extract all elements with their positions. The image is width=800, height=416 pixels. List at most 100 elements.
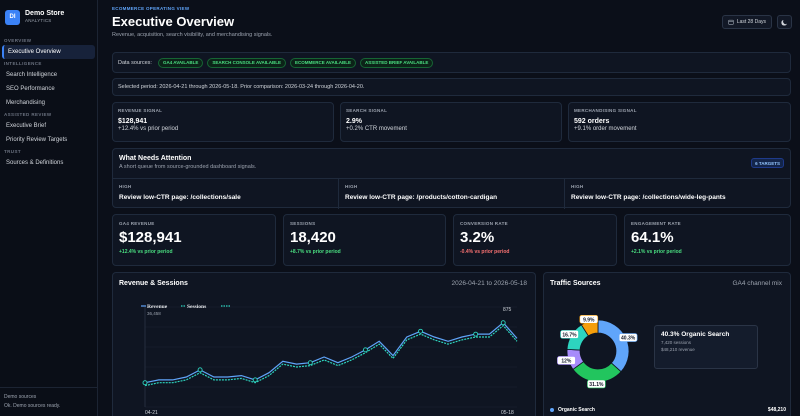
- brand-logo: DI: [5, 9, 20, 25]
- donut-slice[interactable]: [572, 361, 622, 383]
- source-pill-search-console: SEARCH CONSOLE AVAILABLE: [207, 57, 287, 68]
- signal-label: REVENUE SIGNAL: [118, 108, 163, 113]
- kpi-card-conversion: CONVERSION RATE 3.2% -0.4% vs prior peri…: [453, 214, 617, 266]
- legend-value: $48,210: [767, 407, 786, 413]
- signal-label: SEARCH SIGNAL: [346, 108, 388, 113]
- nav-section-assisted-review: ASSISTED REVIEW: [4, 112, 52, 117]
- priority-label: HIGH: [119, 184, 132, 189]
- kpi-value: 18,420: [290, 229, 336, 246]
- svg-text:31.1%: 31.1%: [589, 382, 604, 388]
- signal-delta: +0.2% CTR movement: [346, 126, 407, 132]
- chart-title: Revenue & Sessions: [119, 280, 188, 287]
- series-line-sessions: [144, 324, 518, 387]
- traffic-donut-chart: 40.3% 31.1% 12% 16.7% 9.9%: [557, 315, 638, 389]
- data-point: [197, 367, 203, 373]
- annotation-label: 36,458: [147, 311, 161, 316]
- slice-label: 9.9%: [579, 315, 599, 324]
- slice-label: 31.1%: [587, 379, 606, 389]
- sidebar-item-executive-brief[interactable]: Executive Brief: [6, 123, 47, 129]
- kpi-label: GA4 REVENUE: [119, 221, 155, 226]
- donut-slice[interactable]: [597, 319, 630, 373]
- legend-swatch: [550, 408, 554, 412]
- svg-text:40.3%: 40.3%: [621, 336, 636, 342]
- priority-label: HIGH: [345, 184, 358, 189]
- signal-delta: +9.1% order movement: [574, 126, 637, 132]
- signal-value: 592 orders: [574, 118, 610, 125]
- priority-label: HIGH: [571, 184, 584, 189]
- x-tick-label: 05-18: [501, 410, 514, 416]
- attention-item[interactable]: HIGH Review low-CTR page: /collections/w…: [565, 179, 790, 209]
- kpi-value: $128,941: [119, 229, 182, 246]
- x-tick-label: 04-21: [145, 410, 158, 416]
- footer-line-2: Ok. Demo sources ready.: [4, 403, 61, 409]
- brand[interactable]: DI Demo Store ANALYTICS: [0, 0, 97, 32]
- kpi-label: CONVERSION RATE: [460, 221, 508, 226]
- nav-section-overview: OVERVIEW: [4, 38, 32, 43]
- svg-text:16.7%: 16.7%: [562, 332, 577, 338]
- page-title: Executive Overview: [112, 14, 235, 29]
- data-point: [473, 331, 479, 337]
- sidebar-item-priority-review[interactable]: Priority Review Targets: [6, 137, 68, 143]
- attention-item[interactable]: HIGH Review low-CTR page: /products/cott…: [339, 179, 565, 209]
- kpi-value: 64.1%: [631, 229, 674, 246]
- page-header: ECOMMERCE OPERATING VIEW Executive Overv…: [112, 6, 792, 40]
- traffic-legend-row[interactable]: Organic Search $48,210: [550, 407, 786, 413]
- revenue-signal-card: REVENUE SIGNAL $128,941 +12.4% vs prior …: [112, 102, 334, 142]
- kpi-card-sessions: SESSIONS 18,420 +8.7% vs prior period: [283, 214, 446, 266]
- kpi-label: ENGAGEMENT RATE: [631, 221, 681, 226]
- date-range-label: Last 28 Days: [736, 19, 766, 25]
- calendar-icon: [728, 19, 734, 25]
- sidebar-item-seo-performance[interactable]: SEO Performance: [6, 86, 55, 92]
- revenue-sessions-card: Revenue & Sessions 2026-04-21 to 2026-05…: [112, 272, 536, 416]
- nav-section-intelligence: INTELLIGENCE: [4, 61, 42, 66]
- sidebar-item-executive-overview[interactable]: Executive Overview: [2, 45, 95, 59]
- footer-line-1: Demo sources: [4, 394, 37, 400]
- source-pill-assisted-brief: ASSISTED BRIEF AVAILABLE: [359, 57, 434, 68]
- attention-subtitle: A short queue from source-grounded dashb…: [119, 164, 257, 170]
- sidebar-footer: Demo sources Ok. Demo sources ready.: [0, 387, 98, 416]
- source-pill-ga4: GA4 AVAILABLE: [157, 57, 204, 68]
- search-signal-card: SEARCH SIGNAL 2.9% +0.2% CTR movement: [340, 102, 562, 142]
- svg-text:9.9%: 9.9%: [583, 317, 595, 323]
- selected-period: Selected period: 2026-04-21 through 2026…: [112, 78, 791, 96]
- data-sources-label: Data sources:: [118, 59, 152, 66]
- svg-text:12%: 12%: [561, 358, 572, 364]
- signal-label: MERCHANDISING SIGNAL: [574, 108, 637, 113]
- attention-item[interactable]: HIGH Review low-CTR page: /collections/s…: [113, 179, 339, 209]
- slice-label: 16.7%: [560, 330, 579, 339]
- brand-name: Demo Store: [25, 10, 65, 17]
- targets-badge[interactable]: 6 TARGETS: [751, 158, 784, 168]
- brand-sub: ANALYTICS: [25, 18, 52, 23]
- chart-subtitle: GA4 channel mix: [732, 280, 783, 287]
- attention-title: What Needs Attention: [119, 155, 192, 162]
- attention-panel: What Needs Attention A short queue from …: [112, 148, 791, 209]
- data-point: [500, 320, 506, 326]
- page-eyebrow: ECOMMERCE OPERATING VIEW: [112, 6, 190, 11]
- sidebar-item-merchandising[interactable]: Merchandising: [6, 100, 46, 106]
- date-range-button[interactable]: Last 28 Days: [721, 15, 772, 29]
- page-subtitle: Revenue, acquisition, search visibility,…: [112, 32, 273, 38]
- data-point: [252, 377, 258, 383]
- kpi-card-engagement: ENGAGEMENT RATE 64.1% +2.1% vs prior per…: [624, 214, 791, 266]
- kpi-card-revenue: GA4 REVENUE $128,941 +12.4% vs prior per…: [112, 214, 276, 266]
- kpi-delta: +2.1% vs prior period: [631, 249, 682, 255]
- theme-toggle-button[interactable]: [777, 15, 792, 29]
- kpi-delta: +12.4% vs prior period: [119, 249, 173, 255]
- legend-name: Organic Search: [558, 407, 595, 413]
- signal-delta: +12.4% vs prior period: [118, 126, 179, 132]
- traffic-sources-card: Traffic Sources GA4 channel mix 40.3% 31.…: [543, 272, 791, 416]
- kpi-value: 3.2%: [460, 229, 495, 246]
- sidebar-item-search-intelligence[interactable]: Search Intelligence: [6, 72, 58, 78]
- nav-section-trust: TRUST: [4, 149, 21, 154]
- chart-title: Traffic Sources: [550, 280, 601, 287]
- merchandising-signal-card: MERCHANDISING SIGNAL 592 orders +9.1% or…: [568, 102, 791, 142]
- sidebar-item-sources-definitions[interactable]: Sources & Definitions: [6, 160, 64, 166]
- series-line-revenue: [144, 321, 518, 384]
- tooltip-revenue: $48,210 revenue: [661, 347, 695, 352]
- sidebar: DI Demo Store ANALYTICS OVERVIEW Executi…: [0, 0, 98, 416]
- data-sources-bar: Data sources: GA4 AVAILABLE SEARCH CONSO…: [112, 52, 791, 73]
- source-pill-ecommerce: ECOMMERCE AVAILABLE: [290, 57, 356, 68]
- attention-text: Review low-CTR page: /products/cotton-ca…: [345, 194, 498, 201]
- legend-label: Sessions: [187, 304, 206, 310]
- moon-icon: [781, 19, 787, 26]
